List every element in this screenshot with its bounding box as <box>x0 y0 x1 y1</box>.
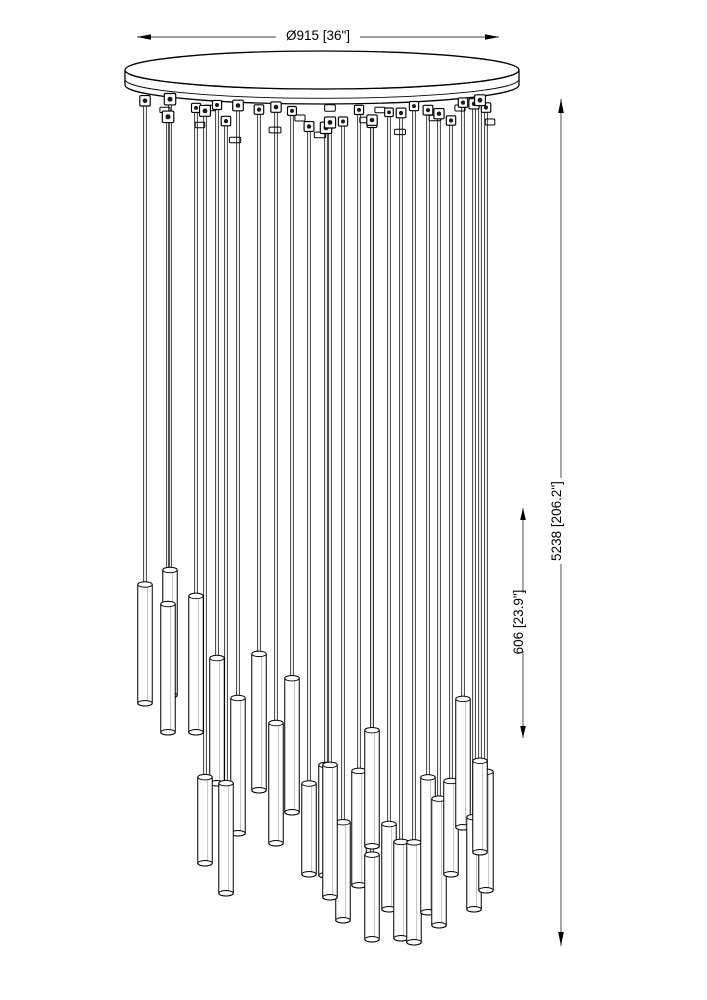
svg-text:Ø915 [36"]: Ø915 [36"] <box>286 28 350 43</box>
svg-text:606 [23.9"]: 606 [23.9"] <box>511 590 526 655</box>
svg-text:5238 [206.2"]: 5238 [206.2"] <box>549 481 564 561</box>
